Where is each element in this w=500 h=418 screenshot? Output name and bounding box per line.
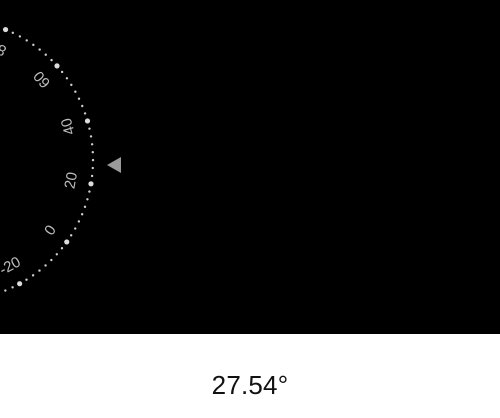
dial-minor-tick	[65, 77, 69, 80]
camera-viewfinder: 80 60 40 20 0 -20	[0, 0, 500, 334]
dial-minor-tick	[89, 135, 93, 138]
triangle-pointer-icon	[107, 157, 121, 173]
dial-major-tick	[2, 26, 9, 33]
dial-minor-tick	[25, 278, 28, 281]
dial-minor-tick	[69, 234, 73, 237]
dial-minor-tick	[4, 289, 7, 292]
dial-major-tick	[54, 63, 60, 69]
dial-minor-tick	[55, 253, 59, 256]
dial-minor-tick	[88, 127, 91, 130]
level-dial[interactable]: 80 60 40 20 0 -20	[0, 0, 500, 334]
dial-minor-tick	[83, 112, 87, 115]
dial-minor-tick	[11, 31, 15, 34]
dial-minor-tick	[80, 213, 84, 216]
dial-major-tick	[88, 181, 94, 187]
dial-label-0: 0	[41, 222, 60, 239]
dial-minor-tick	[91, 166, 94, 170]
dial-minor-tick	[38, 269, 41, 272]
dial-minor-tick	[38, 48, 41, 51]
dial-minor-tick	[88, 190, 91, 193]
dial-minor-tick	[50, 58, 53, 62]
dial-minor-tick	[86, 198, 89, 201]
dial-minor-tick	[18, 35, 22, 38]
dial-minor-tick	[11, 286, 14, 289]
dial-minor-tick	[77, 220, 81, 223]
dial-minor-tick	[90, 143, 94, 146]
dial-major-tick	[64, 239, 70, 245]
angle-readout: 27.54°	[211, 370, 289, 400]
dial-minor-tick	[60, 247, 64, 250]
dial-label-60: 60	[30, 67, 54, 91]
dial-label-40: 40	[58, 116, 79, 137]
dial-minor-tick	[50, 258, 53, 262]
dial-label--20: -20	[0, 253, 24, 278]
dial-minor-tick	[74, 227, 77, 230]
dial-minor-tick	[70, 83, 73, 87]
dial-minor-tick	[81, 104, 84, 108]
dial-major-tick	[84, 118, 91, 124]
dial-minor-tick	[44, 264, 47, 267]
dial-minor-tick	[90, 174, 94, 178]
dial-minor-tick	[77, 97, 81, 100]
dial-minor-tick	[74, 90, 77, 93]
dial-minor-tick	[31, 274, 35, 277]
dial-minor-tick	[91, 150, 94, 154]
dial-minor-tick	[44, 53, 47, 56]
dial-minor-tick	[32, 43, 35, 47]
dial-minor-tick	[91, 158, 95, 162]
dial-major-tick	[17, 281, 23, 287]
dial-minor-tick	[83, 205, 87, 209]
dial-label-80: 80	[0, 37, 9, 59]
dial-minor-tick	[25, 39, 28, 42]
dial-label-20: 20	[61, 171, 81, 190]
dial-minor-tick	[60, 70, 64, 74]
